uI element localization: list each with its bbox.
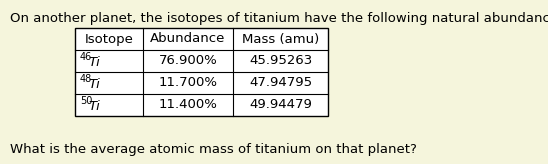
Text: 50: 50 <box>80 96 93 106</box>
Text: Ti: Ti <box>89 55 100 69</box>
Text: 76.900%: 76.900% <box>158 54 218 68</box>
Text: What is the average atomic mass of titanium on that planet?: What is the average atomic mass of titan… <box>10 143 417 156</box>
Text: 49.94479: 49.94479 <box>249 99 312 112</box>
Text: Ti: Ti <box>89 78 100 91</box>
Text: Mass (amu): Mass (amu) <box>242 32 319 45</box>
Text: 11.400%: 11.400% <box>158 99 218 112</box>
Text: 11.700%: 11.700% <box>158 76 218 90</box>
Text: 45.95263: 45.95263 <box>249 54 312 68</box>
Text: Ti: Ti <box>89 100 100 113</box>
Text: 47.94795: 47.94795 <box>249 76 312 90</box>
Text: Isotope: Isotope <box>84 32 133 45</box>
Text: 46: 46 <box>80 52 92 62</box>
Text: On another planet, the isotopes of titanium have the following natural abundance: On another planet, the isotopes of titan… <box>10 12 548 25</box>
Bar <box>75 28 328 116</box>
Text: Abundance: Abundance <box>150 32 226 45</box>
Text: 48: 48 <box>80 74 92 84</box>
